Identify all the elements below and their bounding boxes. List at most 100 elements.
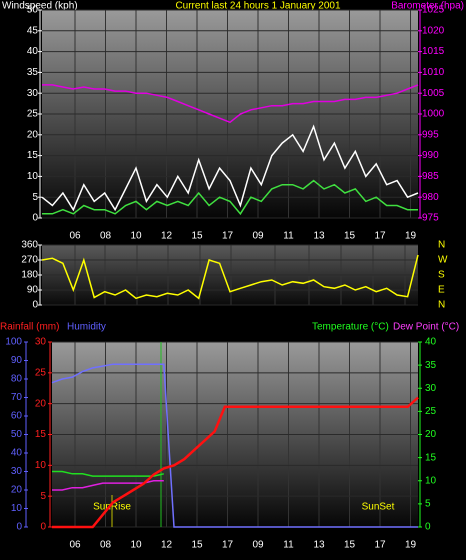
annotation: SunSet	[362, 502, 395, 513]
x-tick-label: 13	[313, 540, 325, 551]
y-tick-label: 5	[40, 491, 46, 502]
series-line	[52, 470, 164, 477]
y-tick-label: 270	[21, 255, 38, 266]
y-tick-label: 180	[21, 270, 38, 281]
x-tick-label: 17	[222, 231, 234, 242]
axis-title: Temperature (°C)	[312, 322, 389, 333]
x-tick-label: 19	[405, 231, 417, 242]
y2-tick-label: 0	[425, 522, 431, 533]
y3-tick-label: 10	[11, 503, 23, 514]
y-tick-label: 15	[27, 150, 39, 161]
axis-title: Humidity	[67, 322, 106, 333]
y2-tick-label: 1015	[422, 46, 445, 57]
x-tick-label: 06	[69, 540, 81, 551]
y3-tick-label: 60	[11, 411, 23, 422]
x-tick-label: 08	[100, 540, 112, 551]
y-tick-label: 25	[35, 367, 47, 378]
y2-tick-label: 1025	[422, 5, 445, 16]
y2-tick-label: 15	[425, 452, 437, 463]
y2-tick-label: N	[438, 240, 445, 251]
y2-tick-label: 975	[422, 213, 439, 224]
axis-title: Rainfall (mm)	[0, 322, 59, 333]
x-tick-label: 15	[191, 540, 203, 551]
x-tick-label: 12	[161, 231, 173, 242]
y3-tick-label: 30	[11, 466, 23, 477]
series-line	[42, 84, 419, 124]
y2-tick-label: 30	[425, 383, 437, 394]
y2-tick-label: 995	[422, 129, 439, 140]
x-tick-label: 19	[405, 540, 417, 551]
y3-tick-label: 50	[11, 429, 23, 440]
y-tick-label: 360	[21, 240, 38, 251]
x-tick-label: 15	[344, 231, 356, 242]
y2-tick-label: 5	[425, 499, 431, 510]
y3-tick-label: 0	[16, 522, 22, 533]
y2-tick-label: 40	[425, 337, 437, 348]
y3-tick-label: 80	[11, 374, 23, 385]
y-tick-label: 50	[27, 5, 39, 16]
y2-tick-label: 10	[425, 475, 437, 486]
y2-tick-label: 1000	[422, 109, 445, 120]
y3-tick-label: 20	[11, 485, 23, 496]
y3-tick-label: 90	[11, 355, 23, 366]
y3-tick-label: 40	[11, 448, 23, 459]
y-tick-label: 10	[35, 460, 47, 471]
x-tick-label: 17	[374, 540, 386, 551]
y2-tick-label: 1005	[422, 88, 445, 99]
axis-title: Barometer (hpa)	[391, 1, 464, 12]
series-line	[41, 254, 419, 300]
y2-tick-label: E	[438, 285, 445, 296]
axis-title: Windspeed (kph)	[2, 1, 78, 12]
y-tick-label: 20	[35, 398, 47, 409]
y2-tick-label: 1010	[422, 67, 445, 78]
y-tick-label: 5	[32, 192, 38, 203]
y2-tick-label: 990	[422, 150, 439, 161]
x-tick-label: 10	[130, 540, 142, 551]
y-tick-label: 0	[32, 213, 38, 224]
y-tick-label: 30	[27, 88, 39, 99]
y2-tick-label: 980	[422, 192, 439, 203]
y-tick-label: 30	[35, 337, 47, 348]
chart-title: Current last 24 hours 1 January 2001	[175, 1, 341, 12]
series-line	[52, 396, 419, 529]
y2-tick-label: 1020	[422, 25, 445, 36]
x-tick-label: 09	[252, 540, 264, 551]
series-line	[51, 363, 418, 528]
y-tick-label: 15	[35, 429, 47, 440]
y-tick-label: 35	[27, 67, 39, 78]
y2-tick-label: 25	[425, 406, 437, 417]
y2-tick-label: W	[438, 255, 448, 266]
y-tick-label: 10	[27, 171, 39, 182]
y2-tick-label: S	[438, 270, 445, 281]
x-tick-label: 12	[161, 540, 173, 551]
x-tick-label: 11	[283, 231, 294, 242]
x-tick-label: 17	[222, 540, 234, 551]
x-tick-label: 15	[344, 540, 356, 551]
x-tick-label: 11	[283, 540, 294, 551]
y2-tick-label: 20	[425, 429, 437, 440]
x-tick-label: 15	[191, 231, 203, 242]
y2-tick-label: 35	[425, 360, 437, 371]
x-tick-label: 10	[130, 231, 142, 242]
x-tick-label: 08	[100, 231, 112, 242]
x-tick-label: 06	[69, 231, 81, 242]
y2-tick-label: 985	[422, 171, 439, 182]
series-line	[41, 124, 419, 212]
y-tick-label: 45	[27, 25, 39, 36]
x-tick-label: 09	[252, 231, 264, 242]
y-tick-label: 90	[27, 285, 39, 296]
y3-tick-label: 70	[11, 392, 23, 403]
y-tick-label: 40	[27, 46, 39, 57]
y-tick-label: 25	[27, 109, 39, 120]
y2-tick-label: N	[438, 300, 445, 311]
x-tick-label: 13	[313, 231, 325, 242]
y-tick-label: 0	[40, 522, 46, 533]
y-tick-label: 0	[32, 300, 38, 311]
y3-tick-label: 100	[5, 337, 22, 348]
x-tick-label: 17	[374, 231, 386, 242]
series-line	[42, 179, 418, 216]
axis-title: Dew Point (°C)	[393, 322, 459, 333]
y-tick-label: 20	[27, 129, 39, 140]
